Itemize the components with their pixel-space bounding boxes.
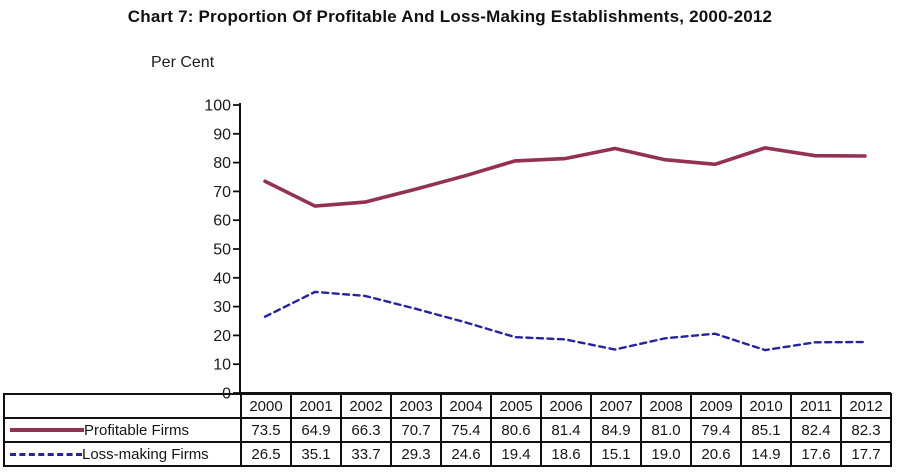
value-cell: 26.5 [240,441,292,467]
value-cell: 17.6 [790,441,842,467]
legend-cell: Loss-making Firms [3,441,242,467]
series-line-profitable-firms [263,146,867,208]
series-line-loss-making-firms [263,290,867,352]
value-cell: 17.7 [840,441,892,467]
solid-line-swatch-icon [10,428,84,432]
year-cell: 2008 [640,393,692,419]
y-tick-label: 90 [213,126,231,143]
value-cell: 15.1 [590,441,642,467]
legend-entry: Profitable Firms [6,421,239,439]
value-cell: 35.1 [290,441,342,467]
year-cell: 2005 [490,393,542,419]
value-cell: 82.3 [840,417,892,443]
value-cell: 75.4 [440,417,492,443]
value-cell: 33.7 [340,441,392,467]
year-cell: 2000 [240,393,292,419]
y-tick-label: 20 [213,328,231,345]
y-tick-label: 30 [213,299,231,316]
y-tick-label: 60 [213,213,231,230]
year-cell: 2010 [740,393,792,419]
value-cell: 24.6 [440,441,492,467]
legend-cell: Profitable Firms [3,417,242,443]
table-spacer-cell [3,393,242,419]
legend-label: Profitable Firms [84,421,190,439]
value-cell: 81.4 [540,417,592,443]
value-cell: 79.4 [690,417,742,443]
value-cell: 18.6 [540,441,592,467]
value-cell: 85.1 [740,417,792,443]
value-cell: 82.4 [790,417,842,443]
value-cell: 19.4 [490,441,542,467]
value-cell: 81.0 [640,417,692,443]
value-cell: 66.3 [340,417,392,443]
value-cell: 70.7 [390,417,442,443]
year-cell: 2011 [790,393,842,419]
value-cell: 14.9 [740,441,792,467]
year-cell: 2012 [840,393,892,419]
y-tick-label: 80 [213,155,231,172]
y-axis-unit-label: Per Cent [151,54,215,71]
y-tick-label: 70 [213,184,231,201]
y-tick-label: 100 [204,98,231,115]
y-tick-label: 40 [213,270,231,287]
value-cell: 84.9 [590,417,642,443]
value-cell: 64.9 [290,417,342,443]
y-tick-label: 10 [213,357,231,374]
dashed-line-swatch-icon [10,452,82,456]
year-header-row: 2000 2001 2002 2003 2004 2005 2006 2007 2008 2009… [3,393,892,419]
data-table: 2000 2001 2002 2003 2004 2005 2006 2007 2008 2009… [3,393,892,467]
legend-label: Loss-making Firms [82,445,209,463]
legend-entry: Loss-making Firms [6,445,239,463]
year-cell: 2007 [590,393,642,419]
year-cell: 2003 [390,393,442,419]
series-row: Loss-making Firms 26.5 35.1 33.7 29.3 24.6 19.… [3,441,892,467]
year-cell: 2004 [440,393,492,419]
value-cell: 80.6 [490,417,542,443]
data-table-body: 2000 2001 2002 2003 2004 2005 2006 2007 2008 2009… [3,393,892,467]
value-cell: 20.6 [690,441,742,467]
chart-title: Chart 7: Proportion Of Profitable And Lo… [127,7,773,26]
value-cell: 29.3 [390,441,442,467]
year-cell: 2009 [690,393,742,419]
value-cell: 73.5 [240,417,292,443]
series-row: Profitable Firms 73.5 64.9 66.3 70.7 75.4 80.6… [3,417,892,443]
value-cell: 19.0 [640,441,692,467]
year-cell: 2001 [290,393,342,419]
y-tick-label: 50 [213,242,231,259]
year-cell: 2002 [340,393,392,419]
year-cell: 2006 [540,393,592,419]
